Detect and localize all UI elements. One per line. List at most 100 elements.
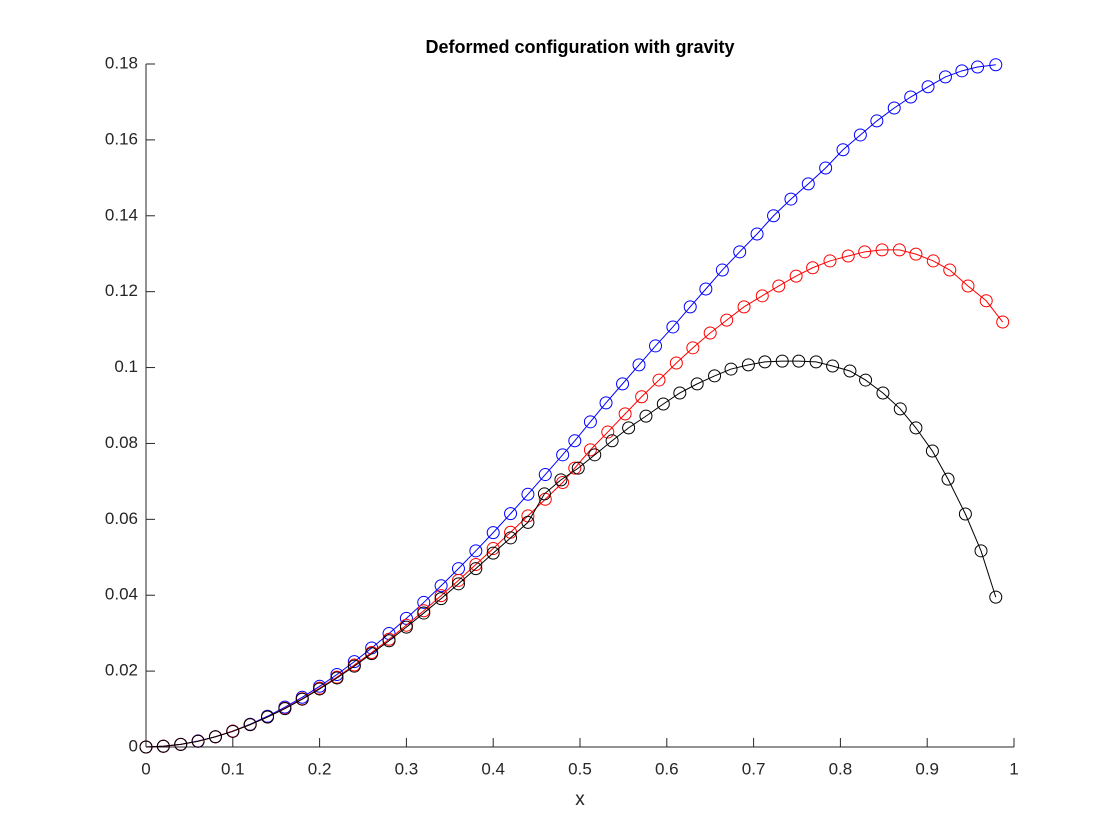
data-point [618, 407, 632, 421]
data-point [823, 254, 837, 268]
data-point [724, 362, 738, 376]
x-tick-label: 0 [141, 759, 150, 778]
data-point [174, 737, 188, 751]
data-point [775, 354, 789, 368]
data-point [733, 245, 747, 259]
data-point [330, 671, 344, 685]
data-point [504, 531, 518, 545]
x-tick-label: 0.9 [915, 759, 939, 778]
data-point [737, 300, 751, 314]
data-point [941, 472, 955, 486]
data-point [806, 261, 820, 275]
data-point [469, 562, 483, 576]
x-axis-label: x [575, 789, 585, 810]
data-point [772, 279, 786, 293]
data-point [715, 263, 729, 277]
data-point [809, 355, 823, 369]
y-tick-label: 0.14 [105, 205, 138, 224]
data-point [755, 289, 769, 303]
data-point [841, 249, 855, 263]
x-tick-label: 0.2 [308, 759, 332, 778]
data-point [139, 740, 153, 754]
data-point [521, 515, 535, 529]
data-point [330, 668, 344, 682]
data-point [451, 577, 465, 591]
data-point [971, 60, 985, 74]
data-point [568, 461, 582, 475]
data-point [673, 386, 687, 400]
data-point [892, 243, 906, 257]
data-point [699, 282, 713, 296]
y-tick-label: 0.08 [105, 433, 138, 452]
data-point [583, 443, 597, 457]
data-point [486, 546, 500, 560]
data-point [801, 177, 815, 191]
data-point [605, 434, 619, 448]
data-point [859, 373, 873, 387]
data-point [955, 64, 969, 78]
data-point [601, 425, 615, 439]
data-point [893, 402, 907, 416]
data-point [399, 611, 413, 625]
data-point [843, 364, 857, 378]
data-point [858, 245, 872, 259]
data-point [382, 634, 396, 648]
data-point [784, 192, 798, 206]
data-point [191, 734, 205, 748]
data-point [616, 377, 630, 391]
data-point [243, 718, 257, 732]
data-point [554, 473, 568, 487]
data-point [469, 544, 483, 558]
y-tick-label: 0.04 [105, 585, 138, 604]
data-point [295, 692, 309, 706]
data-point [669, 356, 683, 370]
x-tick-label: 0.3 [395, 759, 419, 778]
x-tick-label: 0.4 [481, 759, 505, 778]
data-point [703, 326, 717, 340]
data-point [686, 341, 700, 355]
data-point [708, 369, 722, 383]
data-point [758, 355, 772, 369]
data-point [989, 58, 1003, 72]
y-tick-label: 0.16 [105, 129, 138, 148]
data-point [853, 128, 867, 142]
data-point [156, 739, 170, 753]
x-tick-label: 1 [1009, 759, 1018, 778]
data-point [767, 209, 781, 223]
data-point [789, 269, 803, 283]
data-point [278, 702, 292, 716]
data-point [921, 80, 935, 94]
y-tick-label: 0.02 [105, 661, 138, 680]
data-point [568, 434, 582, 448]
y-tick-label: 0 [129, 736, 138, 755]
y-tick-label: 0.12 [105, 281, 138, 300]
data-point [875, 243, 889, 257]
data-point [417, 606, 431, 620]
y-tick-label: 0.1 [114, 357, 138, 376]
x-tick-label: 0.8 [829, 759, 853, 778]
data-point [635, 390, 649, 404]
data-point [365, 647, 379, 661]
data-point [938, 70, 952, 84]
data-point [313, 682, 327, 696]
data-point [666, 320, 680, 334]
data-point [434, 579, 448, 593]
x-tick-label: 0.1 [221, 759, 245, 778]
data-point [974, 544, 988, 558]
data-point [750, 227, 764, 241]
data-point [622, 421, 636, 435]
data-point [720, 313, 734, 327]
data-point [925, 444, 939, 458]
data-point [399, 620, 413, 634]
data-point [347, 659, 361, 673]
data-point [538, 468, 552, 482]
y-tick-label: 0.18 [105, 53, 138, 72]
data-point [989, 590, 1003, 604]
data-point [434, 589, 448, 603]
data-point [417, 595, 431, 609]
data-point [904, 90, 918, 104]
data-point [887, 101, 901, 115]
y-tick-label: 0.06 [105, 509, 138, 528]
data-point [639, 409, 653, 423]
